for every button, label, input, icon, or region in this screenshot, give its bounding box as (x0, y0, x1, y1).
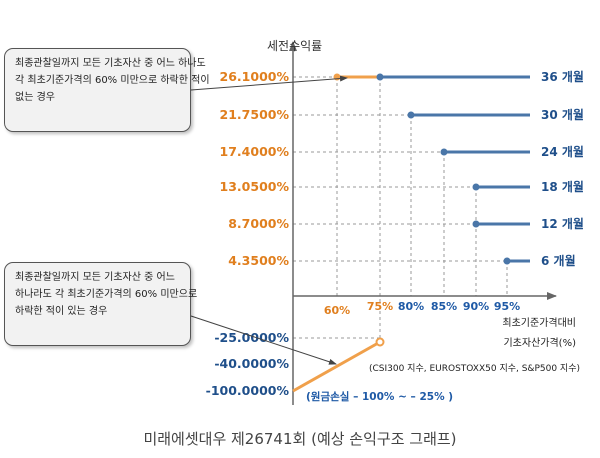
y-tick-label: 8.7000% (228, 216, 289, 231)
x-axis-label-line: 기초자산가격(%) (503, 336, 576, 349)
x-tick-label: 60% (324, 304, 350, 317)
loss-line (292, 340, 381, 393)
y-tick-label: 17.4000% (220, 144, 290, 159)
series-point (472, 220, 480, 228)
series-point (472, 183, 480, 191)
series-label: 6 개월 (541, 253, 576, 268)
series: 36 개월 30 개월 24 개월 18 개월 12 개월 6 개월 (292, 69, 584, 393)
x-tick-label: 85% (431, 300, 457, 313)
y-tick-label: 13.0500% (220, 179, 290, 194)
y-tick-label: 26.1000% (220, 69, 290, 84)
callout-line: 하락한 적이 있는 경우 (15, 306, 108, 317)
x-axis-label-line: 최초기준가격대비 (502, 316, 576, 329)
series-label: 24 개월 (541, 144, 584, 159)
callout-bottom-connector (190, 315, 337, 365)
y-tick-label: 4.3500% (228, 253, 289, 268)
figure-caption: 미래에셋대우 제26741회 (예상 손익구조 그래프) (143, 430, 457, 448)
callout-line: 최종관찰일까지 모든 기초자산 중 어느 하나도 (15, 58, 206, 69)
callout-no-knock-in: 최종관찰일까지 모든 기초자산 중 어느 하나도 각 최초기준가격의 60% 미… (4, 48, 210, 132)
callout-top-connector (190, 75, 348, 91)
loss-note: (원금손실 – 100% ~ – 25% ) (306, 390, 453, 403)
x-axis-label: 최초기준가격대비 기초자산가격(%) (502, 316, 576, 349)
series-label: 12 개월 (541, 216, 584, 231)
callout-line: 하나라도 각 최초기준가격의 60% 미만으로 (15, 289, 198, 300)
y-tick-label: -100.0000% (206, 383, 290, 398)
callout-line: 없는 경우 (15, 92, 55, 103)
x-tick-label: 80% (398, 300, 424, 313)
callout-knock-in: 최종관찰일까지 모든 기초자산 중 어느 하나라도 각 최초기준가격의 60% … (4, 262, 198, 346)
x-tick-labels: 60% 75% 80% 85% 90% 95% (324, 300, 520, 317)
callout-line: 각 최초기준가격의 60% 미만으로 하락한 적이 (15, 75, 210, 86)
x-tick-label: 90% (463, 300, 489, 313)
y-axis-label: 세전수익률 (267, 39, 322, 53)
y-tick-label: -25.0000% (214, 330, 289, 345)
x-tick-label: 95% (494, 300, 520, 313)
y-tick-label: 21.7500% (220, 107, 290, 122)
series-label: 18 개월 (541, 179, 584, 194)
y-tick-labels: 26.1000% 21.7500% 17.4000% 13.0500% 8.7000% 4… (206, 69, 290, 398)
series-label: 36 개월 (541, 69, 584, 84)
y-tick-label: -40.0000% (214, 356, 289, 371)
underlying-note: (CSI300 지수, EUROSTOXX50 지수, S&P500 지수) (369, 363, 580, 374)
series-point (440, 148, 448, 156)
series-label: 30 개월 (541, 107, 584, 122)
callout-line: 최종관찰일까지 모든 기초자산 중 어느 (15, 272, 175, 283)
loss-end-point (375, 337, 385, 347)
series-point (407, 111, 415, 119)
axes (289, 41, 557, 405)
x-tick-label: 75% (367, 300, 393, 313)
series-point (503, 257, 511, 265)
callout-connectors (190, 75, 348, 365)
series-point (376, 73, 384, 81)
